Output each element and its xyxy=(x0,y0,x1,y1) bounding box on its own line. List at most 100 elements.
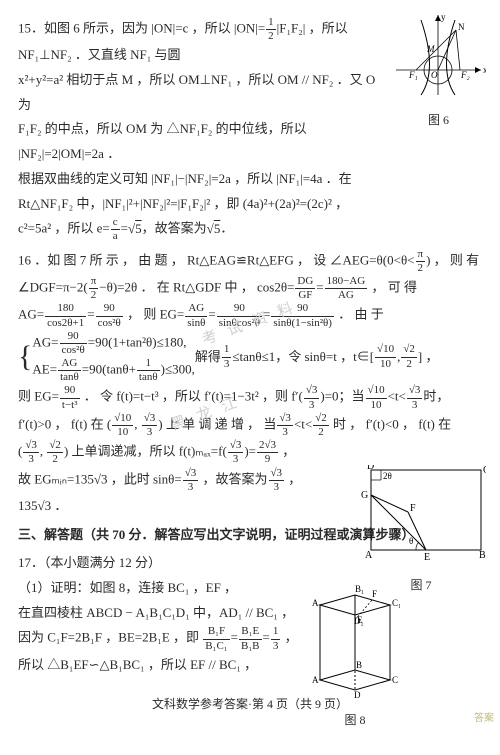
svg-text:A: A xyxy=(312,675,319,685)
svg-text:A₁: A₁ xyxy=(312,598,322,608)
q16-bf1: 90cos²θ xyxy=(60,330,87,357)
q16-f12: 90t−t³ xyxy=(60,384,80,411)
q16-l6d: <t< xyxy=(294,416,312,431)
q15-l4: 根据双曲线的定义可知 |NF₁|−|NF₂|=2a ，所以 |NF₁|=4a ．… xyxy=(18,167,382,192)
figure-6-label: 图 6 xyxy=(391,109,486,132)
q16-f14: √1010 xyxy=(366,384,387,411)
q16-f10: √1010 xyxy=(375,343,396,370)
q16-l3e: = xyxy=(263,307,270,322)
q15-l2: x²+y²=a² 相切于点 M ，所以 OM⊥NF₁ ，所以 OM // NF₂… xyxy=(18,68,382,117)
q16-f4: 180cos2θ+1 xyxy=(45,302,86,329)
svg-text:C₁: C₁ xyxy=(392,598,400,608)
q16-l3b: = xyxy=(87,307,94,322)
svg-text:M: M xyxy=(426,44,435,54)
q17-num: 17． xyxy=(18,555,44,570)
svg-text:F₂: F₂ xyxy=(460,70,470,80)
q15-l1a: 如图 6 所示，因为 |ON|=c ，所以 |ON|= xyxy=(44,21,265,36)
svg-text:B₁: B₁ xyxy=(355,584,364,594)
q16-l4d: ] ， xyxy=(418,345,439,370)
q16-f8: 90sinθ(1−sin²θ) xyxy=(271,302,334,329)
svg-text:F: F xyxy=(410,503,416,514)
q16-l6b: , xyxy=(134,416,141,431)
q15-num: 15． xyxy=(18,21,44,36)
q16-br2a: AE= xyxy=(32,362,57,377)
q16-bf2: AGtanθ xyxy=(58,357,81,384)
q17-l3d: ， xyxy=(281,630,297,645)
q15-frac1: 12 xyxy=(266,16,276,43)
svg-text:B: B xyxy=(479,550,486,561)
q16-l1b: (0<θ< xyxy=(383,252,415,267)
q16-l2c: = xyxy=(316,280,323,295)
q16-l7a: ( xyxy=(18,444,22,459)
figure-8: A₁ B₁ C₁ D₁ A B C D E F 图 8 xyxy=(310,580,400,731)
q16-l3c: ， 则 EG= xyxy=(124,307,184,322)
q15-l5: Rt△NF₁F₂ 中，|NF₁|²+|NF₂|²=|F₁F₂|² ，即 (4a)… xyxy=(18,192,382,217)
svg-text:F₁: F₁ xyxy=(408,70,418,80)
q16-f19: √22 xyxy=(313,412,329,439)
q17-l3b: = xyxy=(231,630,238,645)
svg-text:θ: θ xyxy=(409,536,413,546)
q16-l6a: f′(t)>0 ， f(t) 在 ( xyxy=(18,416,111,431)
svg-text:G: G xyxy=(361,490,368,501)
q16-l4b: ≤tanθ≤1，令 sinθ=t ，t∈[ xyxy=(232,345,374,370)
q16-f1: π2 xyxy=(89,275,99,302)
q16-f2: DGGF xyxy=(295,275,315,302)
q16-f17: √33 xyxy=(142,412,158,439)
q16-l7b: , xyxy=(40,444,47,459)
q16-f23: 2√39 xyxy=(257,439,278,466)
q16-f3: 180−AGAG xyxy=(325,275,368,302)
q16-l1a: 如 图 7 所 示 ， 由 题 ， Rt△EAG≌Rt△EFG ， 设 ∠AEG… xyxy=(47,252,383,267)
svg-text:D: D xyxy=(367,465,374,472)
q16-f13: √33 xyxy=(304,384,320,411)
q16-f25: √33 xyxy=(269,467,285,494)
q16-l8b: ，故答案为 xyxy=(199,471,267,486)
q16-br2b: =90(tanθ+ xyxy=(82,362,136,377)
q15-l3: F₁F₂ 的中点，所以 OM 为 △NF₁F₂ 的中位线，所以 |NF₂|=2|… xyxy=(18,117,382,166)
q16-l7c: ) 上单调递减，所以 f(t)ₘₐₓ=f( xyxy=(64,444,227,459)
q16-f9: 13 xyxy=(222,343,232,370)
svg-text:N: N xyxy=(458,22,465,32)
q16-l6e: 时 ， f′(t)<0 ， f(t) 在 xyxy=(330,416,451,431)
svg-text:O: O xyxy=(431,70,438,80)
q16-f16: √1010 xyxy=(112,412,133,439)
q16-l3d: = xyxy=(208,307,215,322)
q17-f2: B₁EB₁B xyxy=(239,625,262,652)
svg-text:F: F xyxy=(372,589,377,599)
svg-text:C: C xyxy=(483,465,486,476)
q16-br1b: =90(1+tan²θ)≤180, xyxy=(88,334,187,349)
q16-l2d: ， 可 得 xyxy=(368,280,417,295)
q16-num: 16 ． xyxy=(18,252,47,267)
q16-f5: 90cos²θ xyxy=(96,302,123,329)
q15-l6c: ，故答案为 xyxy=(142,221,207,236)
q16-br2c: )≤300, xyxy=(161,362,195,377)
svg-text:y: y xyxy=(441,12,446,22)
q17-f1: B₁FB₁C₁ xyxy=(203,625,229,652)
q15-frac2: ca xyxy=(111,216,120,243)
q16-l7e: ， xyxy=(279,444,295,459)
q17-l3a: 因为 C₁F=2B₁F ，BE=2B₁E ，即 xyxy=(18,630,202,645)
page-footer: 文科数学参考答案·第 4 页（共 9 页） xyxy=(18,693,482,716)
q16-f20: √33 xyxy=(23,439,39,466)
q16-l8c: ， xyxy=(285,471,301,486)
q16-l6c: ) 上 单 调 递 增 ， 当 xyxy=(158,416,276,431)
q16-f0: π2 xyxy=(416,248,426,275)
q16-l5b: ． 令 f(t)=t−t³ ，所以 f′(t)=1−3t² ，则 f′( xyxy=(81,389,303,404)
figure-8-label: 图 8 xyxy=(310,709,400,732)
q16-f21: √22 xyxy=(47,439,63,466)
svg-text:C: C xyxy=(392,675,398,685)
q16-l5c: )=0；当 xyxy=(320,389,364,404)
q16-l3f: ． 由 于 xyxy=(335,307,384,322)
svg-text:A: A xyxy=(365,550,373,561)
q16-f7: 90sinθcos²θ xyxy=(217,302,262,329)
svg-text:D: D xyxy=(354,690,361,700)
q16-l4a: 解得 xyxy=(195,345,221,370)
q17-l3c: = xyxy=(263,630,270,645)
q15-l6d: ． xyxy=(220,221,233,236)
q16-l7d: )= xyxy=(244,444,256,459)
q16-l2b: −θ)=2θ ． 在 Rt△GDF 中 ， cos2θ= xyxy=(99,280,294,295)
q16-l5d: <t< xyxy=(388,389,406,404)
svg-text:E: E xyxy=(357,615,363,625)
q16-f6: AGsinθ xyxy=(185,302,207,329)
svg-text:E: E xyxy=(424,552,430,563)
svg-text:x: x xyxy=(483,65,486,75)
